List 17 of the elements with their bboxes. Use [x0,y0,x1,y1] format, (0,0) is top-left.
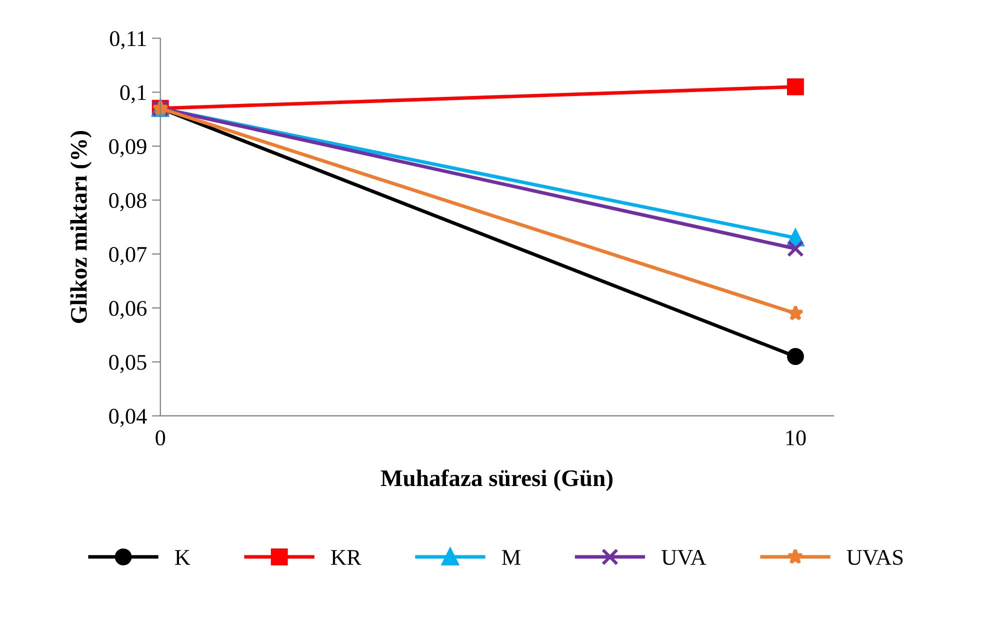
y-axis-title: Glikoz miktarı (%) [70,131,92,323]
x-tick-label: 0 [156,430,166,446]
legend-label: K [175,550,190,565]
legend-label: M [502,550,520,565]
x-tick-label: 10 [786,430,806,446]
y-tick-label: 0,04 [109,408,147,427]
y-tick-label: 0,08 [109,193,146,212]
legend-label: UVA [662,550,706,566]
y-tick-label: 0,09 [109,139,146,158]
y-tick-label: 0,07 [109,246,147,266]
legend-label: KR [331,550,362,565]
y-tick-label: 0,06 [109,300,147,320]
legend-label: UVAS [846,550,903,566]
y-tick-label: 0,1 [120,85,146,104]
y-tick-label: 0,05 [109,354,146,374]
y-tick-label: 0,11 [110,31,146,50]
x-axis-title: Muhafaza süresi (Gün) [380,469,612,491]
